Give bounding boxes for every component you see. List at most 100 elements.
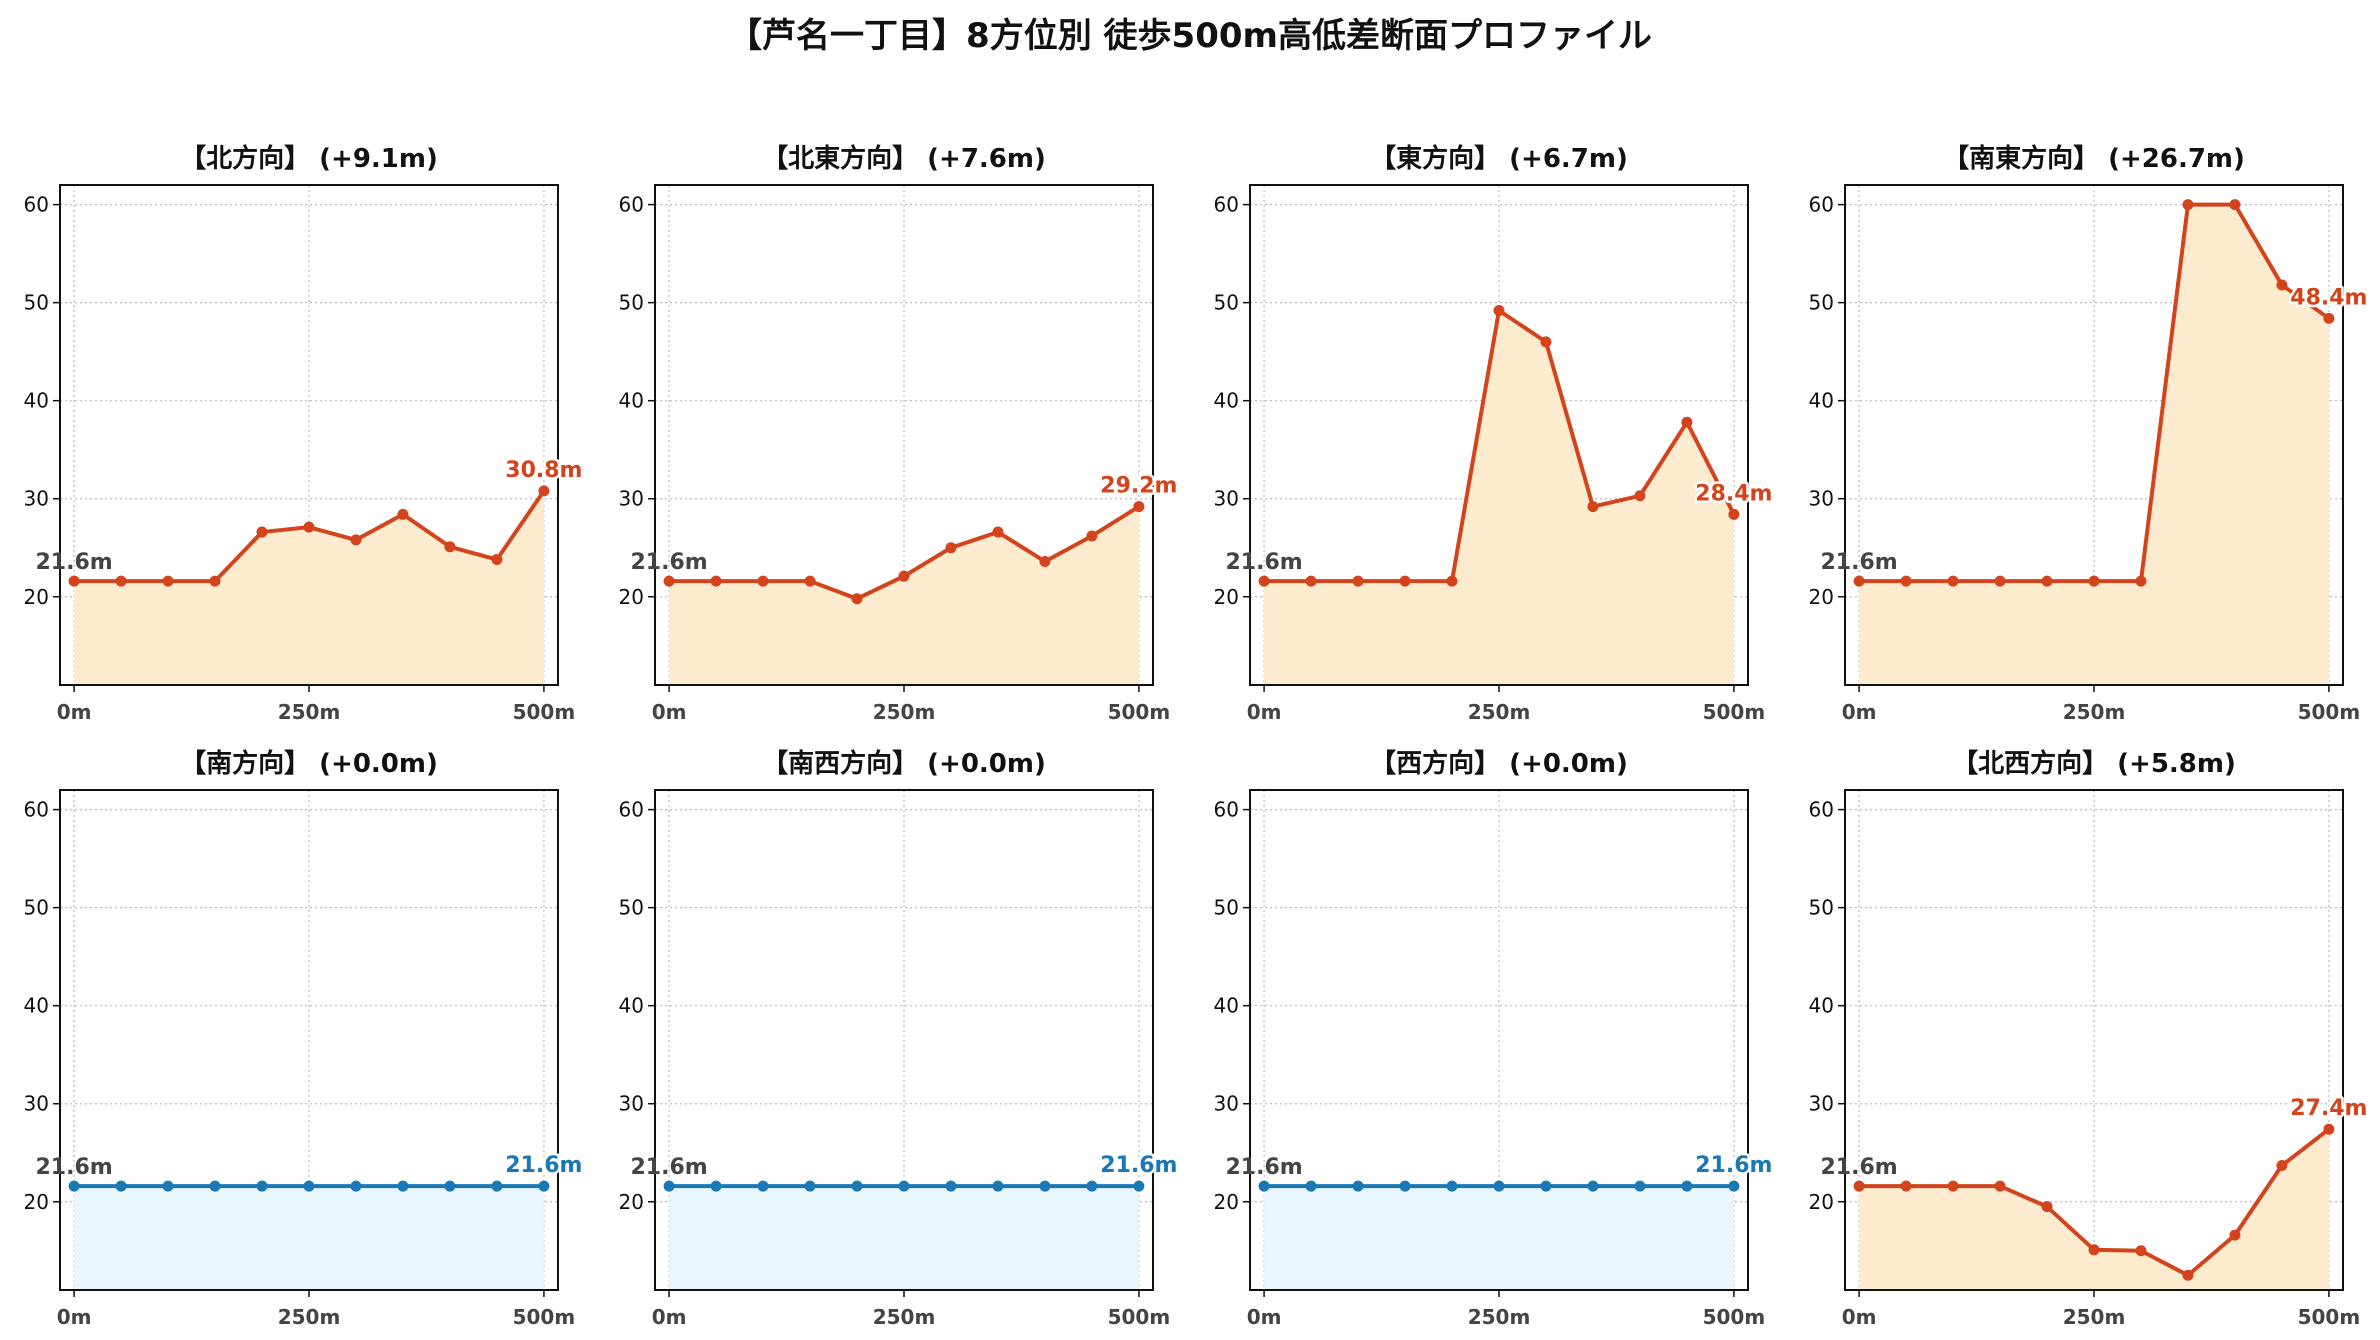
x-tick-label: 250m — [1468, 700, 1531, 724]
y-tick-label: 50 — [1809, 896, 1834, 920]
start-value-label: 21.6m — [35, 550, 112, 575]
x-tick-label: 250m — [278, 1305, 341, 1329]
y-tick-label: 60 — [24, 798, 49, 822]
end-value-label: 27.4m — [2290, 1096, 2367, 1121]
x-tick-label: 250m — [1468, 1305, 1531, 1329]
y-tick-label: 40 — [1809, 389, 1834, 413]
data-point — [1947, 575, 1959, 587]
y-tick-label: 60 — [1214, 798, 1239, 822]
y-tick-label: 60 — [1809, 193, 1834, 217]
data-point — [1086, 1180, 1098, 1192]
data-point — [1947, 1180, 1959, 1192]
y-tick-label: 20 — [619, 1190, 644, 1214]
x-tick-label: 0m — [1247, 1305, 1282, 1329]
data-point — [68, 1180, 80, 1192]
data-point — [1133, 1180, 1145, 1192]
data-point — [256, 526, 268, 538]
start-value-label: 21.6m — [1225, 1155, 1302, 1180]
y-tick-label: 60 — [1214, 193, 1239, 217]
y-tick-label: 30 — [619, 1092, 644, 1116]
x-tick-label: 500m — [513, 700, 576, 724]
y-tick-label: 50 — [619, 896, 644, 920]
data-point — [350, 534, 362, 546]
end-value-label: 21.6m — [1100, 1153, 1177, 1178]
chart-panel-6: 【西方向】 (+0.0m) 20 30 40 50 60 0m 250m 500m 21.6m 21… — [1214, 748, 1775, 1329]
area-fill — [74, 490, 544, 685]
data-point — [1994, 575, 2006, 587]
area-fill — [1264, 1186, 1734, 1290]
data-point — [851, 1180, 863, 1192]
data-point — [115, 1180, 127, 1192]
y-tick-label: 40 — [1809, 994, 1834, 1018]
data-point — [1133, 501, 1145, 513]
data-point — [1305, 575, 1317, 587]
y-tick-label: 20 — [1214, 1190, 1239, 1214]
end-value-label: 21.6m — [505, 1153, 582, 1178]
start-value-label: 21.6m — [630, 1155, 707, 1180]
data-point — [2276, 1159, 2288, 1171]
y-tick-label: 40 — [619, 994, 644, 1018]
y-tick-label: 50 — [1214, 896, 1239, 920]
data-point — [2088, 575, 2100, 587]
data-point — [209, 575, 221, 587]
data-point — [1900, 575, 1912, 587]
y-tick-label: 40 — [24, 389, 49, 413]
data-point — [1352, 1180, 1364, 1192]
data-point — [1634, 1180, 1646, 1192]
chart-panel-2: 【東方向】 (+6.7m) 20 30 40 50 60 0m 250m 500m 21.6m 28… — [1214, 143, 1775, 724]
data-point — [491, 1180, 503, 1192]
chart-panel-1: 【北東方向】 (+7.6m) 20 30 40 50 60 0m 250m 500m 21.6m 2… — [619, 143, 1180, 724]
data-point — [898, 1180, 910, 1192]
y-tick-label: 30 — [24, 487, 49, 511]
data-point — [1900, 1180, 1912, 1192]
data-point — [2041, 1201, 2053, 1213]
end-value-label: 28.4m — [1695, 481, 1772, 506]
data-point — [1681, 416, 1693, 428]
start-value-label: 21.6m — [630, 550, 707, 575]
panel-title: 【南方向】 (+0.0m) — [180, 748, 438, 779]
y-tick-label: 20 — [1214, 585, 1239, 609]
data-point — [992, 526, 1004, 538]
x-tick-label: 500m — [1108, 1305, 1171, 1329]
data-point — [2182, 199, 2194, 211]
data-point — [1540, 1180, 1552, 1192]
panel-title: 【西方向】 (+0.0m) — [1370, 748, 1628, 779]
data-point — [710, 575, 722, 587]
data-point — [1352, 575, 1364, 587]
y-tick-label: 30 — [619, 487, 644, 511]
x-tick-label: 250m — [278, 700, 341, 724]
y-tick-label: 40 — [1214, 389, 1239, 413]
y-tick-label: 50 — [619, 291, 644, 315]
data-point — [1399, 1180, 1411, 1192]
area-fill — [1264, 310, 1734, 685]
start-value-label: 21.6m — [1225, 550, 1302, 575]
y-tick-label: 60 — [1809, 798, 1834, 822]
data-point — [945, 542, 957, 554]
data-point — [2135, 1245, 2147, 1257]
y-tick-label: 30 — [1214, 487, 1239, 511]
data-point — [162, 575, 174, 587]
chart-panel-4: 【南方向】 (+0.0m) 20 30 40 50 60 0m 250m 500m 21.6m 21… — [24, 748, 585, 1329]
x-tick-label: 0m — [1842, 700, 1877, 724]
data-point — [1493, 304, 1505, 316]
data-point — [1258, 1180, 1270, 1192]
data-point — [538, 485, 550, 497]
end-value-label: 48.4m — [2290, 285, 2367, 310]
data-point — [1853, 575, 1865, 587]
end-value-label: 29.2m — [1100, 474, 1177, 499]
data-point — [2323, 1123, 2335, 1135]
data-point — [1039, 1180, 1051, 1192]
start-value-label: 21.6m — [1820, 550, 1897, 575]
data-point — [2041, 575, 2053, 587]
y-tick-label: 20 — [1809, 1190, 1834, 1214]
data-point — [1587, 501, 1599, 513]
x-tick-label: 0m — [652, 1305, 687, 1329]
x-tick-label: 0m — [57, 700, 92, 724]
y-tick-label: 50 — [24, 291, 49, 315]
data-point — [2229, 1229, 2241, 1241]
data-point — [162, 1180, 174, 1192]
area-fill — [1859, 204, 2329, 685]
data-point — [1086, 530, 1098, 542]
y-tick-label: 30 — [1809, 487, 1834, 511]
